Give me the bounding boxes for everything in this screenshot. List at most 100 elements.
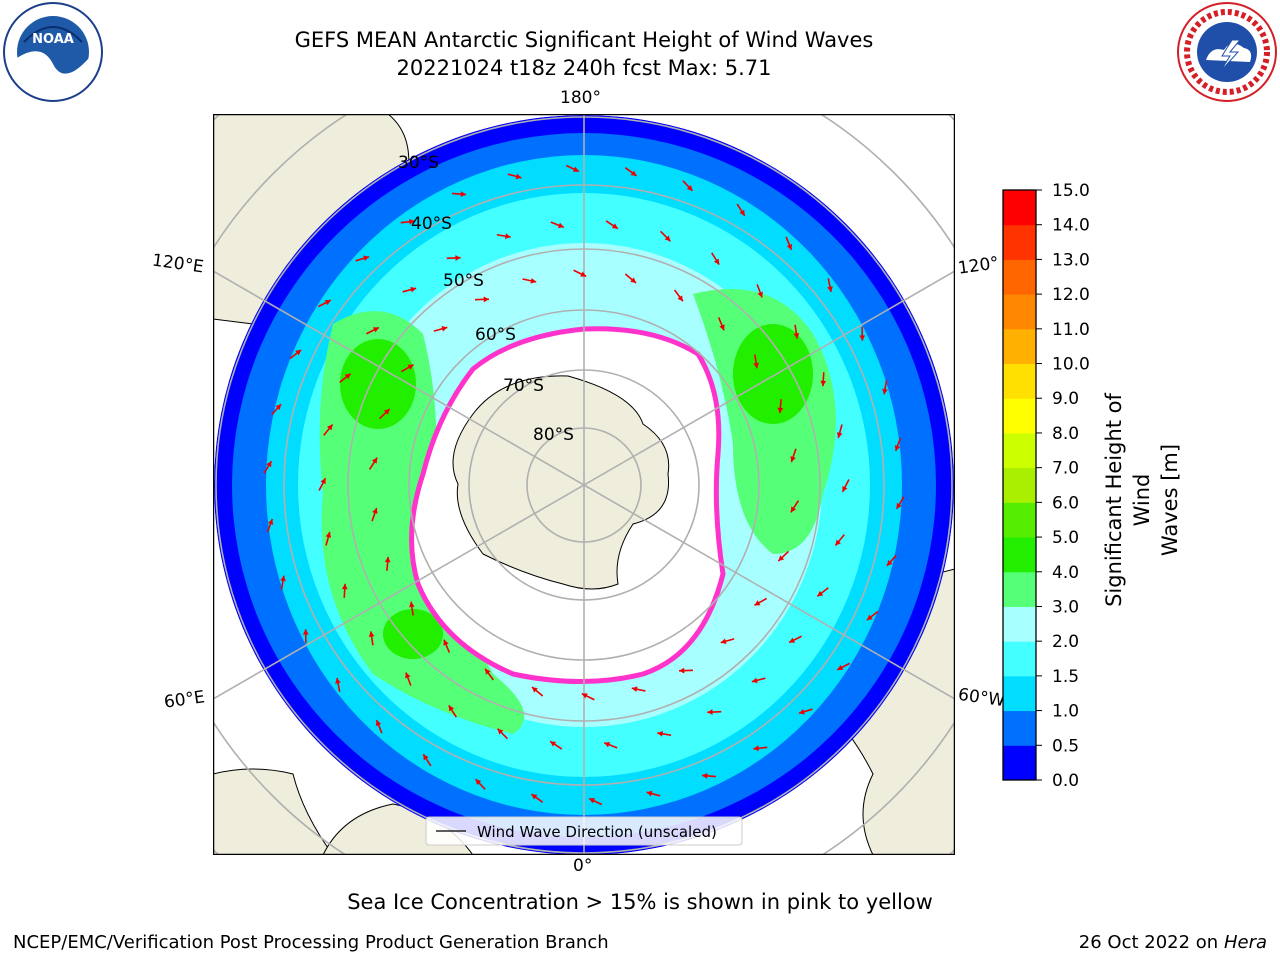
wave-direction-arrow: [756, 284, 763, 298]
wave-direction-arrow: [751, 677, 766, 684]
wave-direction-arrow: [451, 191, 467, 197]
wave-direction-arrow: [384, 556, 391, 571]
wave-direction-arrow: [339, 372, 352, 383]
colorbar-segment: [1003, 224, 1036, 260]
colorbar-segment: [1003, 398, 1036, 434]
wave-direction-arrow: [325, 531, 332, 546]
wave-direction-arrow: [335, 677, 341, 692]
wave-direction-arrow: [317, 299, 332, 308]
wave-direction-arrow: [657, 730, 672, 737]
colorbar-tick-label: 6.0: [1052, 493, 1079, 513]
wave-direction-arrow: [507, 173, 522, 180]
lon-label-120e: 120°E: [150, 250, 205, 278]
wind-wave-arrows: [263, 164, 905, 806]
colorbar: 0.0 0.5 1.0 1.5 2.0 3.0 4.0 5.0 6.0 7.0 8.0 9.0 10.0…: [1002, 181, 1090, 790]
wave-direction-arrow: [302, 629, 309, 644]
wave-direction-arrow: [531, 686, 544, 697]
wave-direction-arrow: [777, 399, 784, 414]
wave-direction-arrow: [707, 709, 722, 715]
wave-direction-arrow: [605, 220, 619, 230]
colorbar-tick-label: 14.0: [1052, 216, 1090, 236]
wave-direction-arrow: [550, 221, 565, 228]
wave-direction-arrow: [573, 269, 587, 278]
colorbar-segment: [1003, 502, 1036, 538]
wave-direction-arrow: [701, 773, 717, 779]
wave-direction-arrow: [894, 437, 902, 452]
wave-direction-arrow: [448, 704, 458, 718]
colorbar-tick-label: 11.0: [1052, 320, 1090, 340]
wave-direction-arrow: [371, 507, 378, 522]
colorbar-segment: [1003, 259, 1036, 295]
wave-direction-arrow: [754, 597, 768, 607]
wave-direction-arrow: [836, 424, 843, 439]
wave-direction-arrow: [736, 203, 746, 217]
colorbar-tick-label: 3.0: [1052, 597, 1079, 617]
colorbar-segment: [1003, 641, 1036, 677]
colorbar-tick-label: 5.0: [1052, 528, 1079, 548]
wave-direction-arrow: [318, 477, 327, 491]
colorbar-segment: [1003, 710, 1036, 746]
wave-direction-arrow: [882, 380, 888, 395]
footer-left: NCEP/EMC/Verification Post Processing Pr…: [13, 932, 609, 953]
colorbar-tick-label: 8.0: [1052, 424, 1079, 444]
colorbar-segment: [1003, 467, 1036, 503]
map-panel: 30°S 40°S 50°S 60°S 70°S 80°S Wind Wave …: [213, 114, 955, 855]
lat-label-30s: 30°S: [398, 153, 439, 173]
wave-direction-arrow: [820, 372, 827, 387]
wave-direction-arrow: [368, 457, 378, 470]
wave-direction-arrow: [673, 289, 684, 302]
colorbar-tick-label: 12.0: [1052, 285, 1090, 305]
chart-subtitle: 20221024 t18z 240h fcst Max: 5.71: [396, 56, 772, 80]
colorbar-tick-label: 13.0: [1052, 250, 1090, 270]
sea-ice-caption: Sea Ice Concentration > 15% is shown in …: [347, 890, 933, 914]
wave-direction-arrow: [368, 631, 375, 646]
wave-direction-arrow: [866, 610, 879, 621]
wave-direction-arrow: [793, 324, 800, 339]
wave-direction-arrow: [474, 296, 490, 303]
colorbar-segment: [1003, 190, 1036, 226]
wave-direction-arrow: [422, 753, 432, 767]
colorbar-tick-label: 10.0: [1052, 355, 1090, 375]
lon-label-120w: 120°: [956, 253, 1001, 279]
colorbar-segment: [1003, 537, 1036, 573]
colorbar-tick-label: 0.0: [1052, 771, 1079, 790]
wave-direction-arrow: [646, 790, 661, 797]
colorbar-tick-label: 4.0: [1052, 563, 1079, 583]
wave-direction-arrow: [624, 167, 638, 177]
wave-direction-arrow: [408, 601, 415, 616]
wave-direction-arrow: [433, 326, 448, 332]
wave-direction-arrow: [717, 317, 725, 331]
colorbar-tick-label: 1.0: [1052, 702, 1079, 722]
colorbar-segment: [1003, 745, 1036, 781]
wave-direction-arrow: [323, 424, 334, 436]
wave-direction-arrow: [682, 180, 694, 192]
colorbar-tick-label: 7.0: [1052, 459, 1079, 479]
colorbar-segment: [1003, 675, 1036, 712]
wave-direction-arrow: [443, 639, 451, 653]
wave-direction-arrow: [785, 236, 793, 251]
nws-logo: [1177, 2, 1277, 102]
wave-direction-arrow: [790, 500, 800, 513]
chart-title: GEFS MEAN Antarctic Significant Height o…: [294, 28, 874, 52]
colorbar-segment: [1003, 363, 1036, 399]
lat-label-80s: 80°S: [533, 425, 574, 445]
wave-direction-arrow: [496, 233, 511, 240]
wave-direction-arrow: [631, 686, 646, 693]
colorbar-segment: [1003, 294, 1036, 330]
wave-direction-arrow: [678, 667, 694, 674]
wave-direction-arrow: [530, 793, 544, 803]
africa-land: [213, 768, 334, 855]
wave-direction-arrow: [777, 550, 790, 562]
wave-direction-arrow: [588, 797, 603, 806]
wave-direction-arrow: [263, 460, 273, 474]
lon-label-180: 180°: [560, 88, 601, 108]
wave-direction-arrow: [603, 742, 618, 749]
lat-label-60s: 60°S: [475, 325, 516, 345]
wave-direction-arrow: [816, 587, 829, 598]
wave-direction-arrow: [753, 354, 760, 369]
colorbar-segment: [1003, 571, 1036, 607]
wave-direction-arrow: [405, 672, 412, 686]
colorbar-segment: [1003, 606, 1036, 642]
wave-direction-arrow: [859, 326, 866, 341]
wave-direction-arrow: [366, 326, 380, 335]
